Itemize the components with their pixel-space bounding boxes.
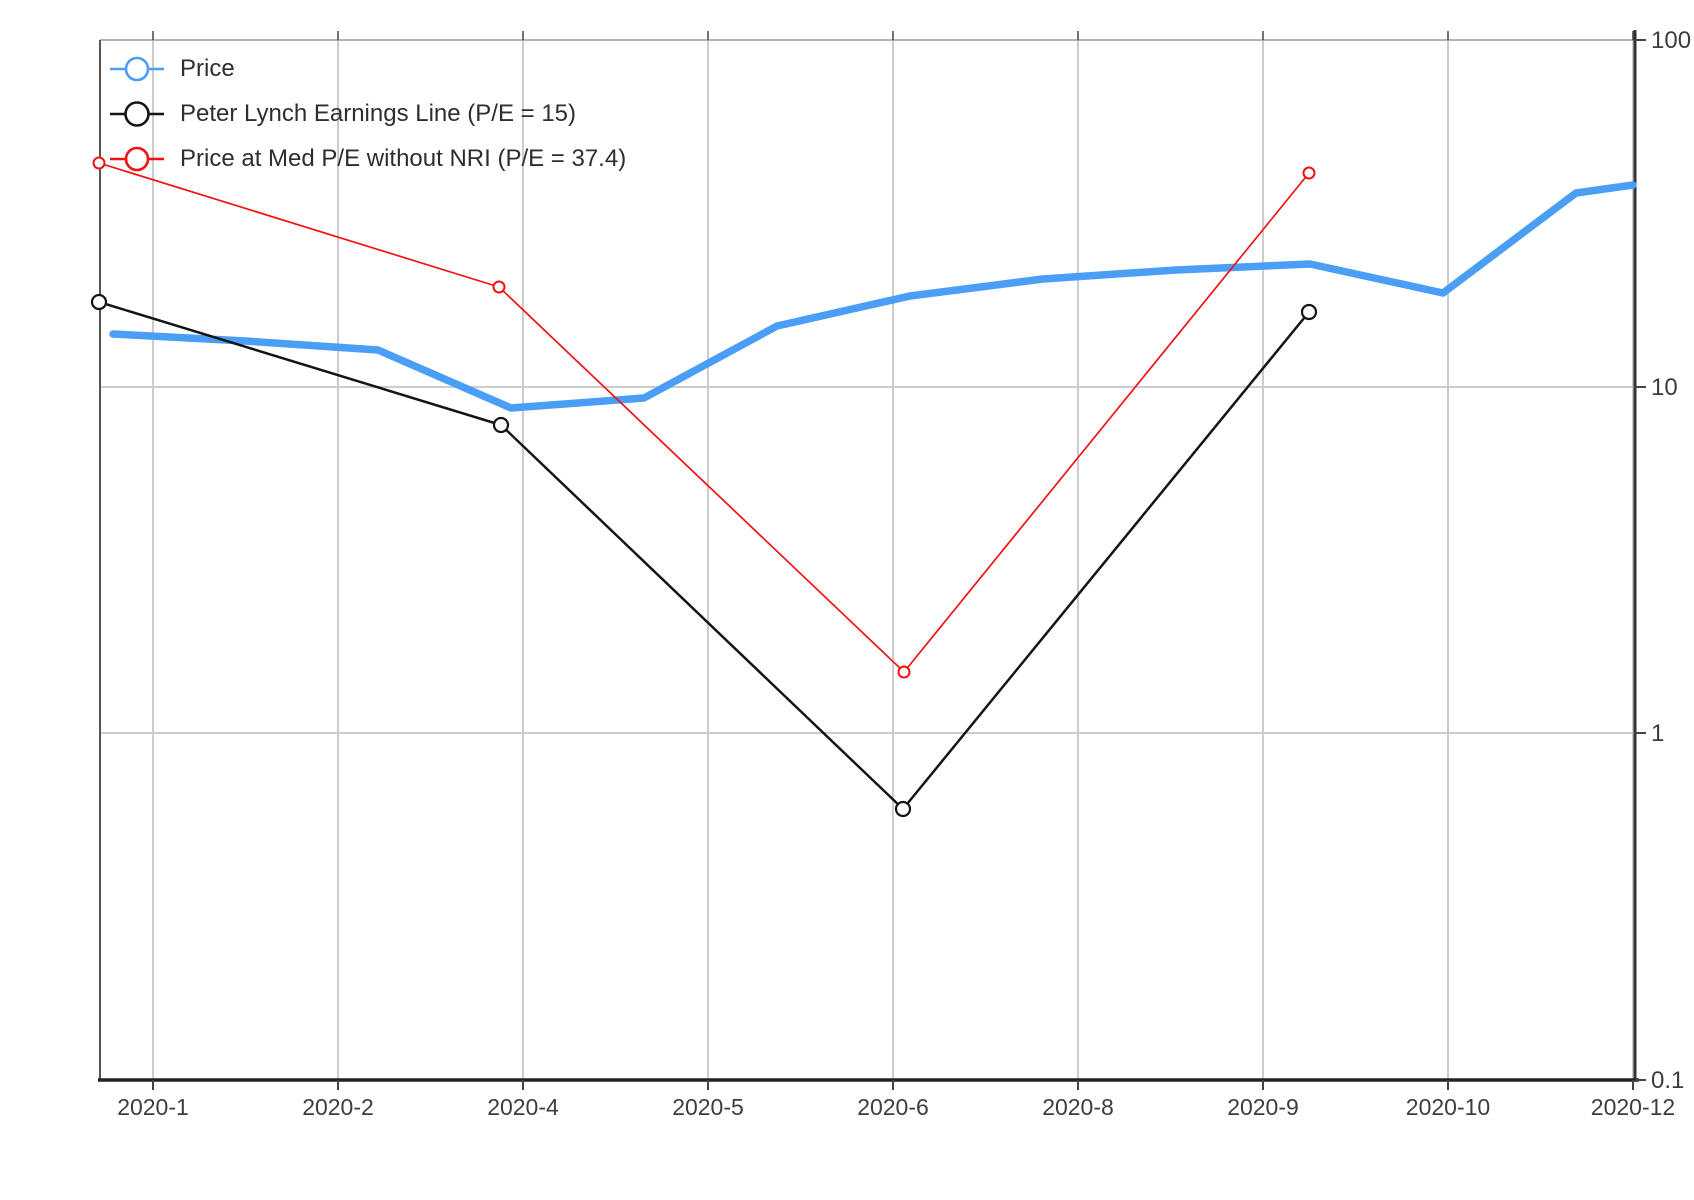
x-axis-label: 2020-2 [302, 1094, 374, 1120]
y-axis-label: 10 [1651, 374, 1678, 401]
series-line-peter-lynch-earnings [97, 300, 1311, 811]
med-pe-line-legend-icon [110, 146, 164, 171]
x-axis-label: 2020-8 [1042, 1094, 1114, 1120]
data-point-marker [90, 293, 108, 311]
y-axis-label: 100 [1651, 27, 1691, 54]
series-line-med-pe [98, 162, 1310, 673]
legend-label-price-at-med-pe: Price at Med P/E without NRI (P/E = 37.4… [180, 144, 627, 172]
price-line-legend-icon [110, 56, 164, 81]
x-axis-label: 2020-4 [487, 1094, 559, 1120]
legend-label-peter-lynch-earnings-line: Peter Lynch Earnings Line (P/E = 15) [180, 99, 576, 127]
x-axis-label: 2020-12 [1591, 1094, 1675, 1120]
series-line-price [109, 181, 1637, 412]
chart-legend: Price Peter Lynch Earnings Line (P/E = 1… [108, 46, 626, 181]
data-point-marker [1302, 166, 1316, 180]
earnings-line-legend-icon [110, 100, 164, 127]
x-axis-label: 2020-1 [117, 1094, 189, 1120]
legend-item-peter-lynch-earnings-line[interactable]: Peter Lynch Earnings Line (P/E = 15) [108, 91, 626, 136]
x-axis-label: 2020-5 [672, 1094, 744, 1120]
x-axis-label: 2020-6 [857, 1094, 929, 1120]
x-axis-label: 2020-10 [1406, 1094, 1490, 1120]
data-point-marker [92, 156, 106, 170]
data-point-marker [894, 800, 912, 818]
legend-label-price: Price [180, 54, 235, 82]
data-point-marker [897, 665, 911, 679]
data-point-marker [492, 280, 506, 294]
legend-item-price[interactable]: Price [108, 46, 626, 91]
data-point-marker [492, 416, 510, 434]
data-point-marker [1300, 303, 1318, 321]
y-axis-label: 1 [1651, 720, 1664, 747]
y-axis-label: 0.1 [1651, 1067, 1684, 1094]
legend-item-price-at-med-pe[interactable]: Price at Med P/E without NRI (P/E = 37.4… [108, 136, 626, 181]
x-axis-label: 2020-9 [1227, 1094, 1299, 1120]
